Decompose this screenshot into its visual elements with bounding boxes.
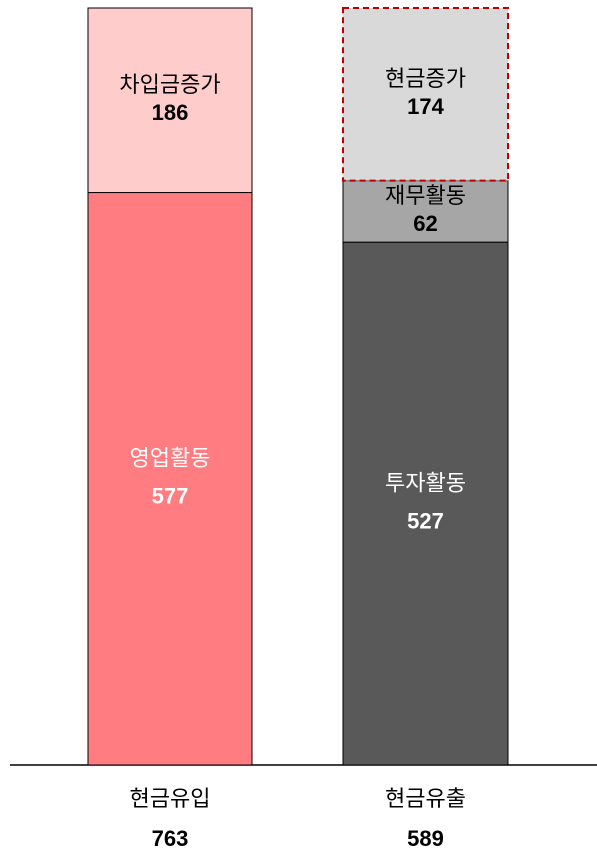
segment-name: 영업활동 xyxy=(130,446,211,471)
segment-value: 62 xyxy=(413,211,437,236)
segment-value: 527 xyxy=(407,508,444,533)
segment-value: 186 xyxy=(152,100,189,125)
category-label: 현금유출 xyxy=(385,786,466,811)
category-total: 763 xyxy=(152,826,189,851)
category-total: 589 xyxy=(407,826,444,851)
bar-segment xyxy=(342,241,509,766)
segment-value: 174 xyxy=(407,94,444,119)
segment-name: 투자활동 xyxy=(385,470,466,495)
bar-segment xyxy=(87,192,253,766)
bar-segment xyxy=(87,7,253,194)
segment-name: 차입금증가 xyxy=(119,72,220,97)
bar-segment xyxy=(342,180,509,243)
bar-segment xyxy=(342,7,509,182)
category-label: 현금유입 xyxy=(130,786,211,811)
segment-name: 재무활동 xyxy=(385,183,466,208)
segment-name: 현금증가 xyxy=(385,66,466,91)
segment-value: 577 xyxy=(152,484,189,509)
